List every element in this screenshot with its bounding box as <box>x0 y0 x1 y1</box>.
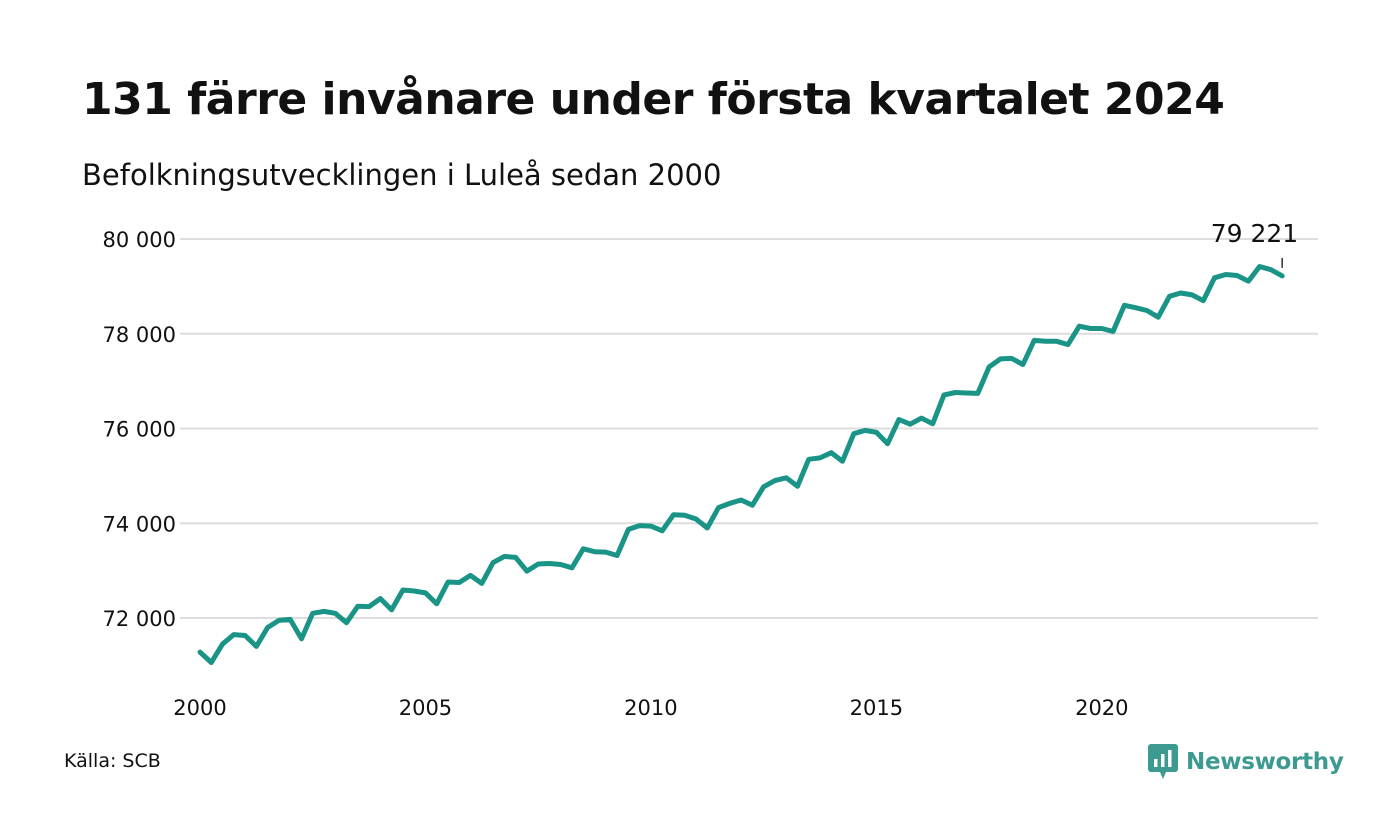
population-line <box>197 264 1285 665</box>
x-axis-ticks: 2000 2005 2010 2015 2020 <box>173 696 1128 720</box>
x-tick-label: 2000 <box>173 696 226 720</box>
y-tick-label: 80 000 <box>103 228 176 252</box>
newsworthy-chart-icon <box>1148 744 1178 779</box>
newsworthy-logo: Newsworthy <box>1148 744 1344 780</box>
annotations: 79 221 <box>1211 219 1298 268</box>
x-tick-label: 2005 <box>399 696 452 720</box>
y-tick-label: 72 000 <box>103 607 176 631</box>
x-tick-label: 2015 <box>850 696 903 720</box>
x-tick-label: 2020 <box>1075 696 1128 720</box>
y-tick-label: 78 000 <box>103 323 176 347</box>
y-tick-label: 76 000 <box>103 418 176 442</box>
y-axis-ticks: 72 000 74 000 76 000 78 000 80 000 <box>103 228 176 631</box>
last-value-label: 79 221 <box>1211 219 1298 248</box>
logo-text: Newsworthy <box>1186 749 1344 775</box>
x-tick-label: 2010 <box>624 696 677 720</box>
chart-subtitle: Befolkningsutvecklingen i Luleå sedan 20… <box>82 158 722 192</box>
y-tick-label: 74 000 <box>103 512 176 536</box>
chart-title: 131 färre invånare under första kvartale… <box>82 74 1225 125</box>
series-group <box>197 264 1285 665</box>
gridlines <box>180 238 1318 619</box>
source-note: Källa: SCB <box>64 750 161 772</box>
